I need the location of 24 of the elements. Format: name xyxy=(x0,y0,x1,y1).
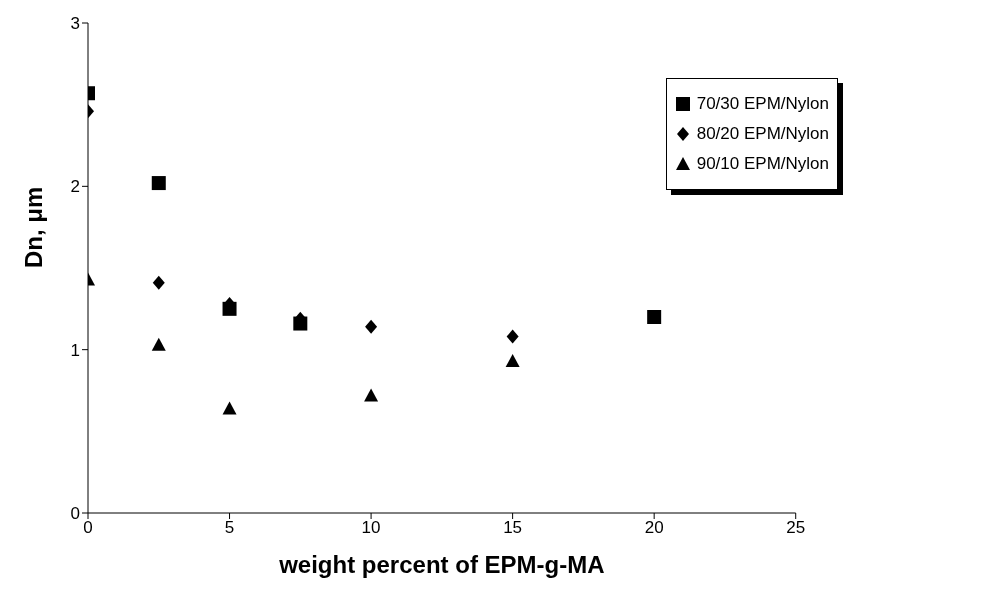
y-tick-label: 2 xyxy=(70,177,80,197)
point xyxy=(151,176,166,191)
x-tick-label: 10 xyxy=(361,518,381,538)
point xyxy=(152,275,165,290)
x-tick-label: 15 xyxy=(503,518,523,538)
x-tick-label: 25 xyxy=(786,518,806,538)
x-axis-title: weight percent of EPM-g-MA xyxy=(278,551,605,578)
legend-label: 90/10 EPM/Nylon xyxy=(696,153,829,175)
x-tick-label: 5 xyxy=(224,518,235,538)
point xyxy=(151,337,166,351)
y-tick-label: 0 xyxy=(70,504,80,524)
point xyxy=(505,354,520,368)
legend-label: 80/20 EPM/Nylon xyxy=(696,123,829,145)
point xyxy=(506,329,519,344)
y-tick-label: 3 xyxy=(70,14,80,34)
point xyxy=(365,319,378,334)
point xyxy=(364,388,379,402)
point xyxy=(647,310,662,324)
point xyxy=(222,401,237,415)
x-tick-label: 20 xyxy=(644,518,664,538)
y-axis-title: Dn, μm xyxy=(19,186,47,268)
x-tick-label: 0 xyxy=(83,518,93,538)
legend-label: 70/30 EPM/Nylon xyxy=(696,93,829,115)
y-tick-label: 1 xyxy=(70,340,80,360)
